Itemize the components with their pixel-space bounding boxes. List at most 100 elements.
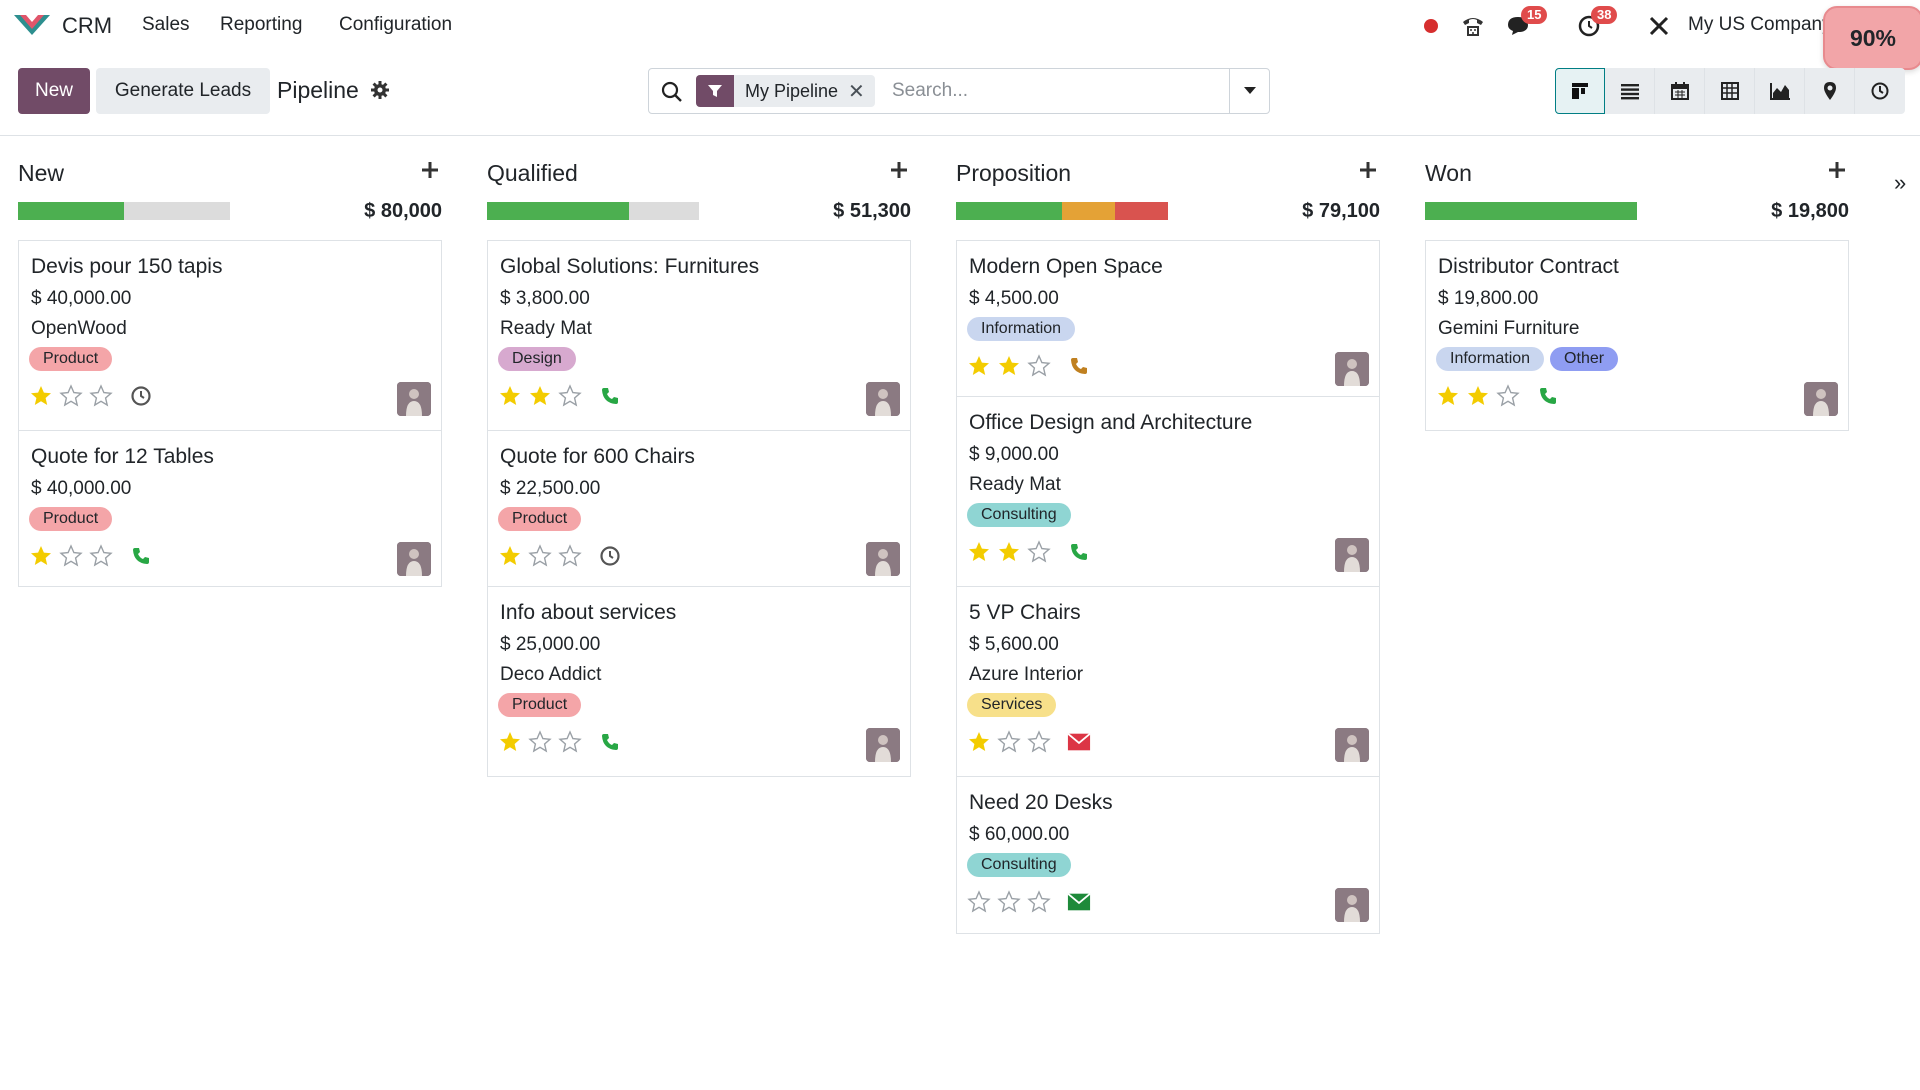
calendar-view-button[interactable] (1655, 68, 1705, 114)
star-icon[interactable] (59, 384, 83, 408)
star-icon[interactable] (997, 354, 1021, 378)
plus-icon[interactable] (1825, 158, 1849, 182)
plus-icon[interactable] (887, 158, 911, 182)
opportunity-card[interactable]: Modern Open Space $ 4,500.00 Information (956, 240, 1380, 397)
progress-green[interactable] (1425, 202, 1637, 220)
avatar[interactable] (1804, 382, 1838, 416)
opportunity-card[interactable]: Quote for 600 Chairs $ 22,500.00 Product (487, 430, 911, 587)
crm-logo-icon[interactable] (12, 11, 52, 39)
star-icon[interactable] (59, 544, 83, 568)
star-icon[interactable] (528, 384, 552, 408)
star-icon[interactable] (528, 544, 552, 568)
menu-sales[interactable]: Sales (142, 14, 190, 35)
star-icon[interactable] (29, 384, 53, 408)
recording-dot-icon[interactable] (1417, 12, 1445, 40)
star-icon[interactable] (29, 544, 53, 568)
opportunity-card[interactable]: Devis pour 150 tapis $ 40,000.00 OpenWoo… (18, 240, 442, 431)
graph-view-button[interactable] (1755, 68, 1805, 114)
pivot-view-button[interactable] (1705, 68, 1755, 114)
opportunity-card[interactable]: Distributor Contract $ 19,800.00 Gemini … (1425, 240, 1849, 431)
phone-icon[interactable] (129, 544, 153, 568)
avatar[interactable] (1335, 352, 1369, 386)
progress-orange[interactable] (1062, 202, 1115, 220)
menu-reporting[interactable]: Reporting (220, 14, 303, 35)
opportunity-card[interactable]: Global Solutions: Furnitures $ 3,800.00 … (487, 240, 911, 431)
star-icon[interactable] (558, 384, 582, 408)
avatar[interactable] (1335, 728, 1369, 762)
envelope-icon[interactable] (1067, 730, 1091, 754)
new-button[interactable]: New (18, 68, 90, 114)
column-progress-bar[interactable] (18, 202, 230, 220)
avatar[interactable] (397, 382, 431, 416)
star-icon[interactable] (1496, 384, 1520, 408)
clock-icon[interactable] (598, 544, 622, 568)
activity-view-button[interactable] (1855, 68, 1905, 114)
phone-icon[interactable] (1067, 354, 1091, 378)
star-icon[interactable] (89, 384, 113, 408)
column-progress-bar[interactable] (487, 202, 699, 220)
star-icon[interactable] (1027, 730, 1051, 754)
opportunity-card[interactable]: 5 VP Chairs $ 5,600.00 Azure Interior Se… (956, 586, 1380, 777)
app-name[interactable]: CRM (62, 13, 113, 38)
star-icon[interactable] (1027, 890, 1051, 914)
kanban-view-button[interactable] (1555, 68, 1605, 114)
star-icon[interactable] (967, 540, 991, 564)
star-icon[interactable] (1027, 540, 1051, 564)
star-icon[interactable] (498, 544, 522, 568)
opportunity-card[interactable]: Quote for 12 Tables $ 40,000.00 Product (18, 430, 442, 587)
star-icon[interactable] (967, 730, 991, 754)
search-input[interactable] (892, 77, 1212, 105)
progress-green[interactable] (18, 202, 124, 220)
clock-icon[interactable] (129, 384, 153, 408)
star-icon[interactable] (997, 890, 1021, 914)
column-progress-bar[interactable] (1425, 202, 1637, 220)
avatar[interactable] (866, 382, 900, 416)
progress-green[interactable] (956, 202, 1062, 220)
avatar[interactable] (1335, 888, 1369, 922)
tools-icon[interactable] (1645, 12, 1673, 40)
menu-configuration[interactable]: Configuration (339, 14, 453, 35)
avatar[interactable] (866, 728, 900, 762)
star-icon[interactable] (558, 730, 582, 754)
gear-icon[interactable] (370, 80, 390, 100)
avatar[interactable] (866, 542, 900, 576)
expand-columns-icon[interactable]: » (1894, 170, 1907, 195)
star-icon[interactable] (1466, 384, 1490, 408)
phone-icon[interactable] (598, 730, 622, 754)
opportunity-card[interactable]: Need 20 Desks $ 60,000.00 Consulting (956, 776, 1380, 934)
map-view-button[interactable] (1805, 68, 1855, 114)
star-icon[interactable] (498, 730, 522, 754)
avatar[interactable] (1335, 538, 1369, 572)
star-icon[interactable] (89, 544, 113, 568)
star-icon[interactable] (997, 540, 1021, 564)
progress-green[interactable] (487, 202, 630, 220)
opportunity-card[interactable]: Info about services $ 25,000.00 Deco Add… (487, 586, 911, 777)
envelope-icon[interactable] (1067, 890, 1091, 914)
chat-icon[interactable]: 15 (1505, 6, 1548, 40)
generate-leads-button[interactable]: Generate Leads (96, 68, 270, 114)
star-icon[interactable] (558, 544, 582, 568)
company-switcher[interactable]: My US Company (1688, 14, 1828, 35)
star-icon[interactable] (1436, 384, 1460, 408)
star-icon[interactable] (967, 890, 991, 914)
list-view-button[interactable] (1605, 68, 1655, 114)
star-icon[interactable] (498, 384, 522, 408)
star-icon[interactable] (528, 730, 552, 754)
opportunity-card[interactable]: Office Design and Architecture $ 9,000.0… (956, 396, 1380, 587)
search-icon[interactable] (661, 81, 683, 103)
star-icon[interactable] (967, 354, 991, 378)
plus-icon[interactable] (1356, 158, 1380, 182)
phone-icon[interactable] (1067, 540, 1091, 564)
progress-red[interactable] (1115, 202, 1168, 220)
phone-systray-icon[interactable] (1459, 12, 1487, 40)
star-icon[interactable] (1027, 354, 1051, 378)
column-progress-bar[interactable] (956, 202, 1168, 220)
remove-facet-icon[interactable]: ✕ (848, 80, 865, 103)
activity-clock-icon[interactable]: 38 (1575, 6, 1618, 40)
plus-icon[interactable] (418, 158, 442, 182)
avatar[interactable] (397, 542, 431, 576)
phone-icon[interactable] (1536, 384, 1560, 408)
phone-icon[interactable] (598, 384, 622, 408)
search-options-toggle[interactable] (1229, 69, 1269, 113)
star-icon[interactable] (997, 730, 1021, 754)
